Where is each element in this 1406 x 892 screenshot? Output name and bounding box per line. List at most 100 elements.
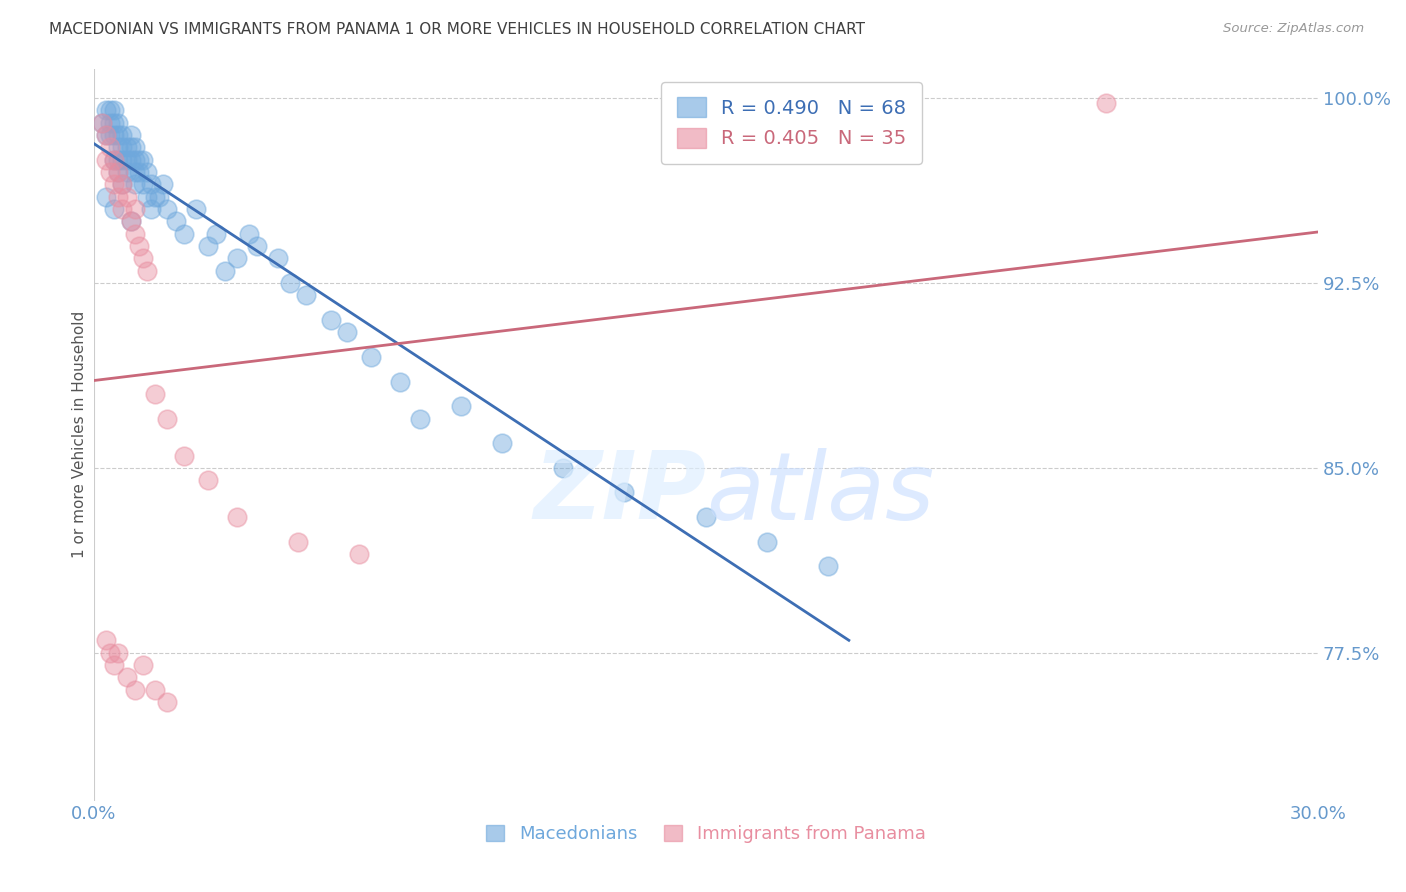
Point	[111, 140, 134, 154]
Point	[613, 485, 636, 500]
Point	[124, 165, 146, 179]
Point	[128, 153, 150, 167]
Point	[128, 165, 150, 179]
Point	[91, 116, 114, 130]
Point	[139, 178, 162, 192]
Point	[173, 227, 195, 241]
Point	[111, 202, 134, 216]
Point	[124, 202, 146, 216]
Point	[124, 682, 146, 697]
Point	[136, 263, 159, 277]
Point	[115, 140, 138, 154]
Point	[132, 178, 155, 192]
Point	[103, 153, 125, 167]
Point	[96, 128, 118, 142]
Point	[120, 153, 142, 167]
Point	[96, 128, 118, 142]
Point	[107, 140, 129, 154]
Point	[103, 128, 125, 142]
Point	[103, 178, 125, 192]
Point	[115, 670, 138, 684]
Point	[553, 460, 575, 475]
Point	[103, 103, 125, 118]
Point	[238, 227, 260, 241]
Point	[107, 165, 129, 179]
Text: MACEDONIAN VS IMMIGRANTS FROM PANAMA 1 OR MORE VEHICLES IN HOUSEHOLD CORRELATION: MACEDONIAN VS IMMIGRANTS FROM PANAMA 1 O…	[49, 22, 865, 37]
Point	[360, 350, 382, 364]
Point	[124, 140, 146, 154]
Point	[111, 178, 134, 192]
Point	[103, 202, 125, 216]
Text: atlas: atlas	[706, 448, 934, 539]
Point	[107, 190, 129, 204]
Point	[156, 411, 179, 425]
Point	[278, 276, 301, 290]
Point	[347, 547, 370, 561]
Text: ZIP: ZIP	[533, 447, 706, 539]
Point	[205, 227, 228, 241]
Legend: R = 0.490   N = 68, R = 0.405   N = 35: R = 0.490 N = 68, R = 0.405 N = 35	[661, 82, 922, 164]
Point	[128, 239, 150, 253]
Point	[98, 128, 121, 142]
Point	[143, 387, 166, 401]
Point	[111, 128, 134, 142]
Point	[143, 190, 166, 204]
Point	[115, 153, 138, 167]
Point	[98, 103, 121, 118]
Point	[409, 411, 432, 425]
Point	[91, 116, 114, 130]
Point	[107, 128, 129, 142]
Point	[225, 510, 247, 524]
Point	[295, 288, 318, 302]
Point	[124, 178, 146, 192]
Point	[136, 165, 159, 179]
Point	[214, 263, 236, 277]
Point	[246, 239, 269, 253]
Point	[120, 214, 142, 228]
Point	[115, 165, 138, 179]
Point	[96, 153, 118, 167]
Point	[817, 559, 839, 574]
Point	[136, 190, 159, 204]
Point	[96, 633, 118, 648]
Point	[124, 153, 146, 167]
Point	[148, 190, 170, 204]
Point	[184, 202, 207, 216]
Point	[111, 178, 134, 192]
Point	[491, 436, 513, 450]
Point	[143, 682, 166, 697]
Point	[132, 658, 155, 673]
Point	[120, 140, 142, 154]
Point	[197, 473, 219, 487]
Point	[197, 239, 219, 253]
Point	[388, 375, 411, 389]
Point	[98, 646, 121, 660]
Point	[111, 153, 134, 167]
Point	[225, 252, 247, 266]
Text: Source: ZipAtlas.com: Source: ZipAtlas.com	[1223, 22, 1364, 36]
Point	[132, 252, 155, 266]
Point	[103, 116, 125, 130]
Point	[336, 326, 359, 340]
Point	[695, 510, 717, 524]
Point	[107, 116, 129, 130]
Point	[132, 153, 155, 167]
Point	[96, 103, 118, 118]
Point	[107, 153, 129, 167]
Point	[107, 165, 129, 179]
Point	[173, 449, 195, 463]
Point	[266, 252, 288, 266]
Point	[98, 116, 121, 130]
Point	[165, 214, 187, 228]
Point	[1095, 96, 1118, 111]
Point	[103, 658, 125, 673]
Point	[98, 165, 121, 179]
Point	[450, 399, 472, 413]
Point	[756, 534, 779, 549]
Point	[107, 646, 129, 660]
Point	[319, 313, 342, 327]
Point	[156, 695, 179, 709]
Point	[124, 227, 146, 241]
Point	[96, 190, 118, 204]
Point	[98, 140, 121, 154]
